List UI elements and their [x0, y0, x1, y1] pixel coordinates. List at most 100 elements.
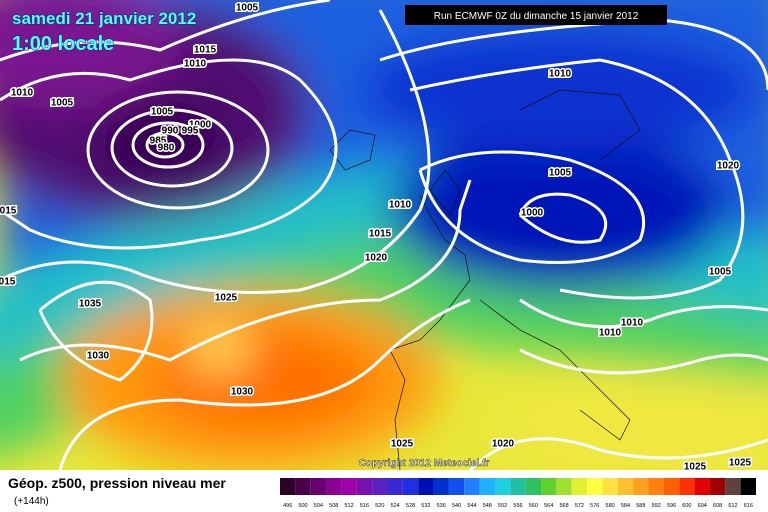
isobar-label: 995	[182, 126, 199, 137]
legend-swatch	[571, 478, 588, 495]
isobar-label: 980	[158, 143, 175, 154]
legend-label: 544	[467, 503, 476, 509]
legend-swatch	[418, 478, 434, 495]
run-info: Run ECMWF 0Z du dimanche 15 janvier 2012	[434, 11, 639, 22]
isobar-label: 1025	[215, 293, 238, 304]
legend-label: 600	[682, 503, 691, 509]
legend-label: 500	[298, 503, 307, 509]
isobar-label: 1030	[231, 387, 254, 398]
isobar-label: 015	[0, 277, 16, 288]
isobar-label: 1025	[684, 462, 707, 473]
legend-swatch	[402, 478, 419, 495]
legend-label: 588	[636, 503, 645, 509]
legend-swatch	[587, 478, 603, 495]
isobar-label: 1015	[194, 45, 217, 56]
legend-swatch	[648, 478, 664, 495]
legend-swatch	[709, 478, 726, 495]
legend-label: 512	[345, 503, 354, 509]
legend-label: 528	[406, 503, 415, 509]
isobar-label: 015	[0, 206, 17, 217]
legend-swatch	[295, 478, 311, 495]
isobar-label: 1000	[189, 120, 212, 131]
legend-swatch	[725, 478, 741, 495]
legend-label: 580	[606, 503, 615, 509]
legend-label: 508	[329, 503, 338, 509]
isobar-label: 1005	[236, 3, 259, 14]
isobar-label: 1010	[549, 69, 572, 80]
isobar-label: 1020	[365, 253, 388, 264]
legend-swatch	[464, 478, 480, 495]
isobar-label: 1010	[621, 318, 644, 329]
legend-swatch	[556, 478, 572, 495]
legend-label: 616	[744, 503, 753, 509]
isobar-label: 1005	[151, 107, 174, 118]
legend-swatch	[740, 478, 756, 495]
isobar-label: 1005	[709, 267, 732, 278]
legend-label: 560	[529, 503, 538, 509]
legend-swatch	[663, 478, 680, 495]
legend-label: 592	[652, 503, 661, 509]
isobar-label: 1010	[599, 328, 622, 339]
isobar-label: 1020	[717, 161, 740, 172]
isobar-label: 1010	[184, 59, 207, 70]
legend-swatch	[356, 478, 373, 495]
run-box	[405, 5, 667, 25]
legend-swatch	[510, 478, 526, 495]
isobar-label: 1010	[11, 88, 34, 99]
field: 1005 1015 1010 1010 1005 1005 1000 990 9…	[0, 0, 768, 473]
legend-swatch	[448, 478, 465, 495]
legend-swatch	[541, 478, 557, 495]
isobar-label: 1025	[391, 439, 414, 450]
legend-swatch	[602, 478, 618, 495]
legend-label: 504	[314, 503, 323, 509]
coastlines	[329, 89, 641, 470]
legend-label: 496	[283, 503, 292, 509]
legend-label: 584	[621, 503, 630, 509]
isobar-label: 985	[150, 136, 167, 147]
footer-title: Géop. z500, pression niveau mer	[8, 475, 226, 491]
legend-swatch	[679, 478, 695, 495]
legend-label: 516	[360, 503, 369, 509]
isobar-label: 1035	[79, 299, 102, 310]
legend-swatch	[525, 478, 542, 495]
legend-label: 572	[575, 503, 584, 509]
legend-label: 604	[698, 503, 707, 509]
isobar-label: 1020	[492, 439, 515, 450]
copyright: Copyright 2012 Meteociel.fr	[359, 458, 490, 469]
legend-label: 532	[421, 503, 430, 509]
legend-label: 556	[513, 503, 522, 509]
map-time: 1:00 locale	[12, 33, 114, 55]
isobar-label: 1025	[729, 458, 752, 469]
isobar-labels: 1005 1015 1010 1010 1005 1005 1000 990 9…	[0, 1, 753, 473]
legend-swatch	[387, 478, 403, 495]
legend-swatch	[479, 478, 495, 495]
legend-label: 536	[437, 503, 446, 509]
isobar-label: 990	[162, 126, 179, 137]
color-legend: 496 500 504 508 512 516 520 524 528 532 536 540 544 5…	[280, 478, 756, 509]
legend-swatch	[617, 478, 634, 495]
isobars	[0, 0, 768, 470]
legend-swatch	[633, 478, 649, 495]
legend-label: 520	[375, 503, 384, 509]
isobar-label: 1000	[521, 208, 544, 219]
isobar-label: 1010	[389, 200, 412, 211]
legend-label: 608	[713, 503, 722, 509]
legend-label: 596	[667, 503, 676, 509]
legend-swatch	[433, 478, 449, 495]
legend-swatch	[341, 478, 357, 495]
isobar-label: 1005	[51, 98, 74, 109]
legend-swatch	[310, 478, 327, 495]
isobar-label: 1030	[87, 351, 110, 362]
legend-swatch	[372, 478, 388, 495]
footer-lead: (+144h)	[14, 496, 49, 507]
legend-label: 568	[559, 503, 568, 509]
legend-label: 576	[590, 503, 599, 509]
legend-label: 552	[498, 503, 507, 509]
map-date: samedi 21 janvier 2012	[12, 9, 196, 28]
legend-swatch	[280, 478, 296, 495]
legend-label: 564	[544, 503, 553, 509]
isobar-label: 1015	[369, 229, 392, 240]
legend-label: 540	[452, 503, 461, 509]
legend-label: 524	[391, 503, 400, 509]
